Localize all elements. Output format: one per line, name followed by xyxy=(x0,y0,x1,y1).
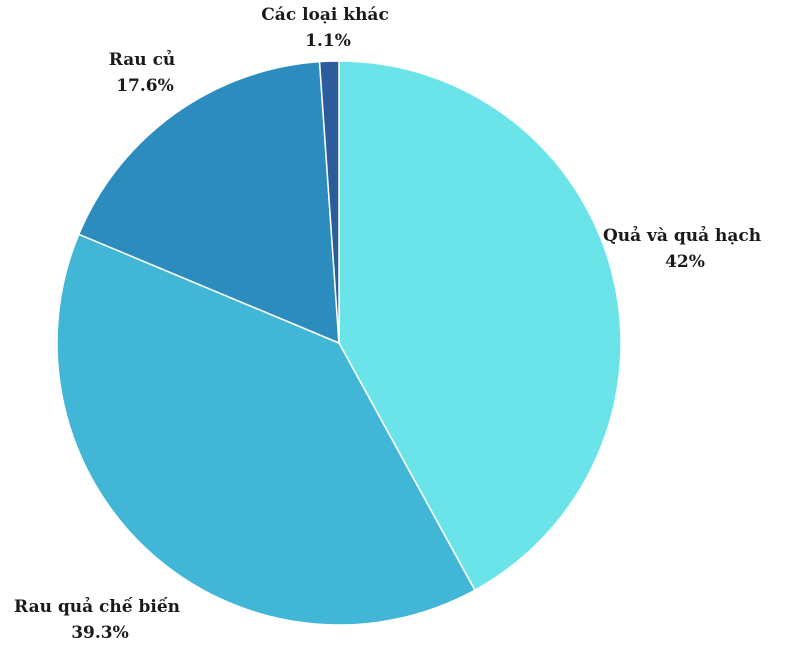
slice-label-rau-cu: Rau củ 17.6% xyxy=(109,50,181,96)
slice-label-cac-loai-khac: Các loại khác 1.1% xyxy=(261,5,394,51)
pie-labels: Quả và quả hạch 42% Rau quả chế biến 39.… xyxy=(14,5,767,643)
pie-slice-0 xyxy=(338,60,622,592)
slice-label-qua-va-qua-hach: Quả và quả hạch 42% xyxy=(603,226,767,272)
pie-slice-3 xyxy=(318,60,340,344)
slice-label-rau-qua-che-bien: Rau quả chế biến 39.3% xyxy=(14,597,186,643)
pie-slices xyxy=(56,60,622,626)
pie-slice-2 xyxy=(77,60,340,345)
pie-slice-1 xyxy=(56,233,476,626)
